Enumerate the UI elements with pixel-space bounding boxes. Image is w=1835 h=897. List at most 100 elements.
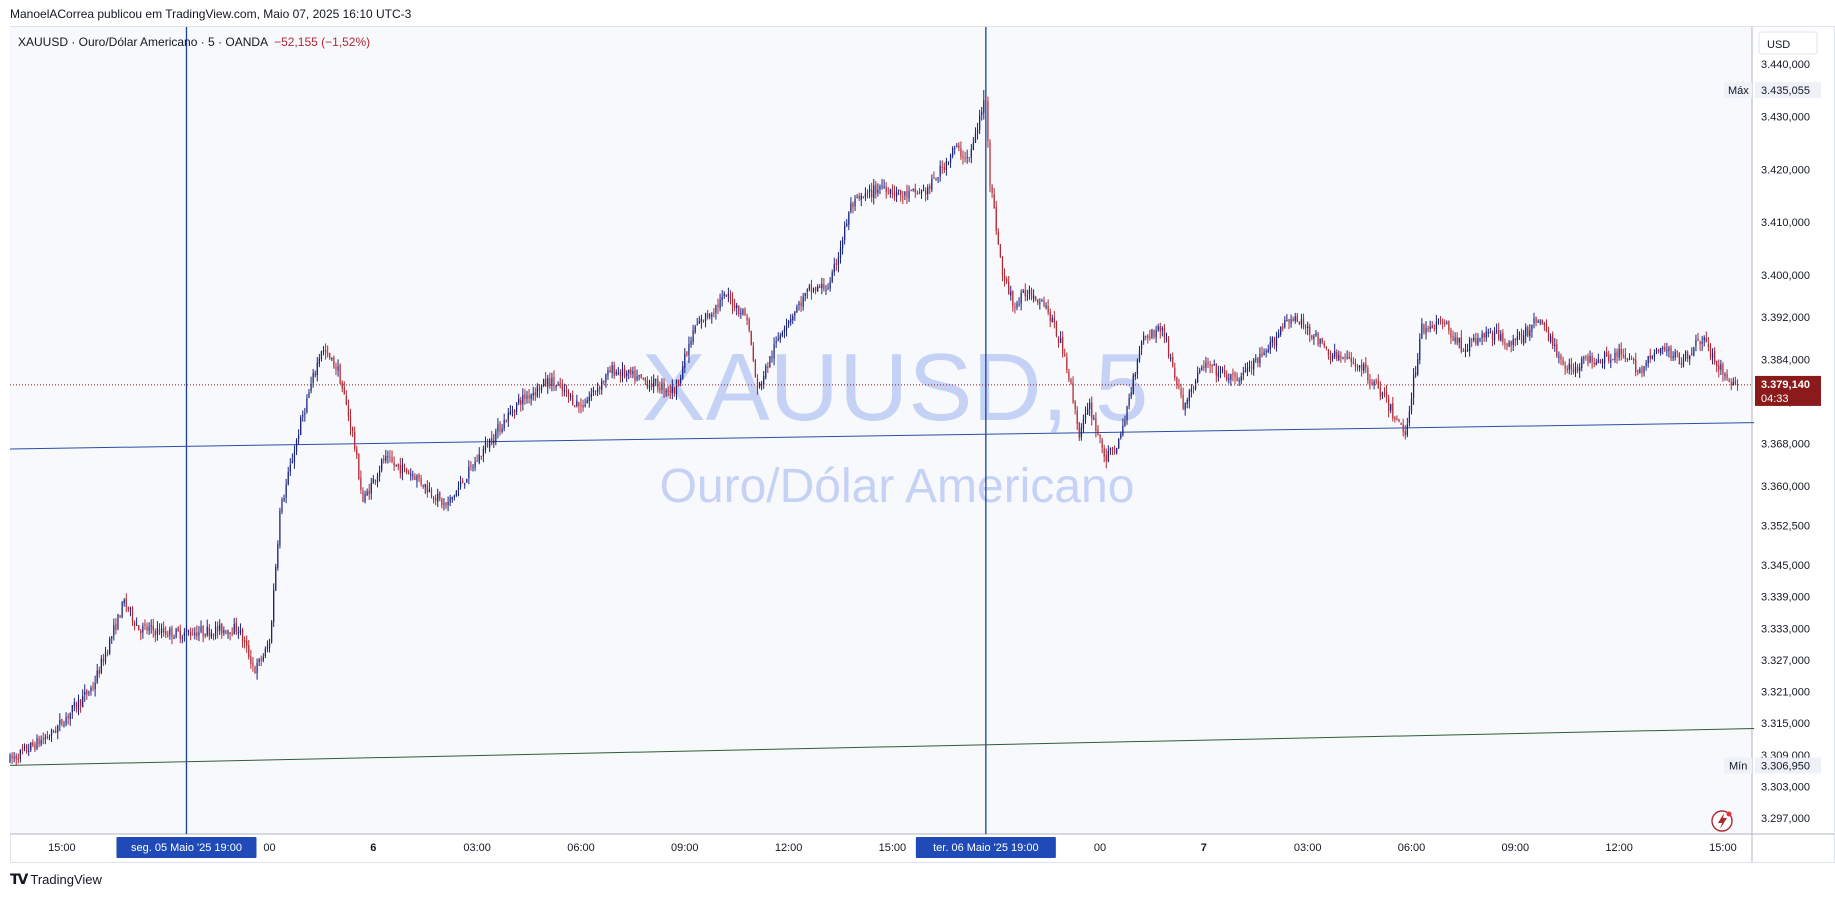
candle-body [773,344,775,359]
candle-body [1475,338,1477,344]
candle [1672,351,1674,362]
candle [1363,362,1365,374]
candle [634,365,636,384]
time-marker-box[interactable] [915,837,1056,858]
candle [158,623,161,636]
candle [1581,356,1583,372]
candle-body [432,497,435,500]
candle-body [335,366,337,370]
candle [129,606,132,617]
candle-body [1427,328,1429,330]
candle-body [783,329,786,332]
candle [609,365,611,373]
candle-body [1446,322,1448,324]
candle-body [758,383,761,388]
candle [1028,285,1031,300]
candle-body [1396,418,1398,421]
last-price-tag[interactable] [1755,375,1821,406]
candle [243,636,246,649]
candle [223,626,225,636]
candle-body [1097,429,1099,434]
candle-body [650,383,653,387]
candle-body [1572,369,1575,372]
candle [871,182,873,203]
candle-body [536,386,538,397]
candle-body [775,341,777,344]
candle-body [1662,347,1664,349]
candle-body [491,437,493,444]
candle [349,408,352,436]
candle [412,470,414,481]
trendlines[interactable] [9,422,1755,766]
candle-body [1448,321,1450,331]
candle-body [640,374,642,378]
candle-body [1282,326,1284,329]
candle [1525,323,1527,344]
candle-body [700,318,703,323]
candle [279,507,281,549]
candle [453,494,455,501]
candle-body [1151,329,1153,338]
candle-body [254,667,256,674]
candle-body [370,482,372,494]
candle-body [968,157,970,159]
candle-body [1697,338,1699,341]
candle [9,753,11,764]
candle [1400,422,1402,425]
candle-body [555,385,557,388]
candle [1331,352,1334,362]
currency-box[interactable] [1758,31,1818,55]
candle [893,185,896,201]
min-label: Mín [1729,761,1747,773]
candle [1219,366,1222,379]
candle-body [1720,364,1722,370]
price-axis[interactable]: USD3.440,0003.430,0003.420,0003.410,0003… [1711,31,1821,832]
candle [304,407,306,422]
candle-body [1145,335,1147,337]
candle-body [142,625,144,633]
candle-body [956,146,958,148]
candle [673,386,676,397]
candle-body [881,185,883,187]
trendline-blue[interactable] [9,422,1755,450]
candle-body [792,316,794,321]
candle [1051,314,1053,323]
trendline-green[interactable] [9,728,1755,766]
candle-body [1047,306,1049,313]
candle-body [1581,358,1583,369]
candle-body [933,177,935,179]
candle-body [1464,350,1467,353]
candle [291,453,293,464]
candle-body [268,642,271,648]
candle [86,688,88,700]
time-axis[interactable]: 15:00 00 6 03:00 06:00 09:00 12:00 15:00 00 7 03:0… [48,837,1737,858]
candle [1587,353,1589,367]
legend[interactable]: XAUUSD · Ouro/Dólar Americano · 5 · OAND… [18,35,370,49]
candle-body [256,663,258,674]
candle-body [25,745,28,752]
candle [1159,322,1161,339]
candle [364,490,366,504]
time-tick: 15:00 [879,842,907,854]
candle-body [634,370,636,382]
candle-body [106,651,109,653]
candle-body [1182,394,1184,409]
candle [1701,335,1703,351]
alert-icon[interactable] [1711,810,1733,832]
candle [765,363,767,380]
candle [1311,334,1313,341]
candle [389,450,391,463]
candle [96,663,98,684]
candle-body [609,369,611,373]
candle [1107,445,1109,463]
tradingview-logo[interactable]: 𝗧𝗩 TradingView [10,871,102,888]
candle-body [1091,402,1093,419]
candle [680,374,682,387]
time-marker-box[interactable] [116,837,257,858]
candle [991,183,993,198]
candle-body [985,99,987,101]
candle [860,192,862,207]
candle-body [1211,365,1213,367]
candle-body [468,466,470,479]
